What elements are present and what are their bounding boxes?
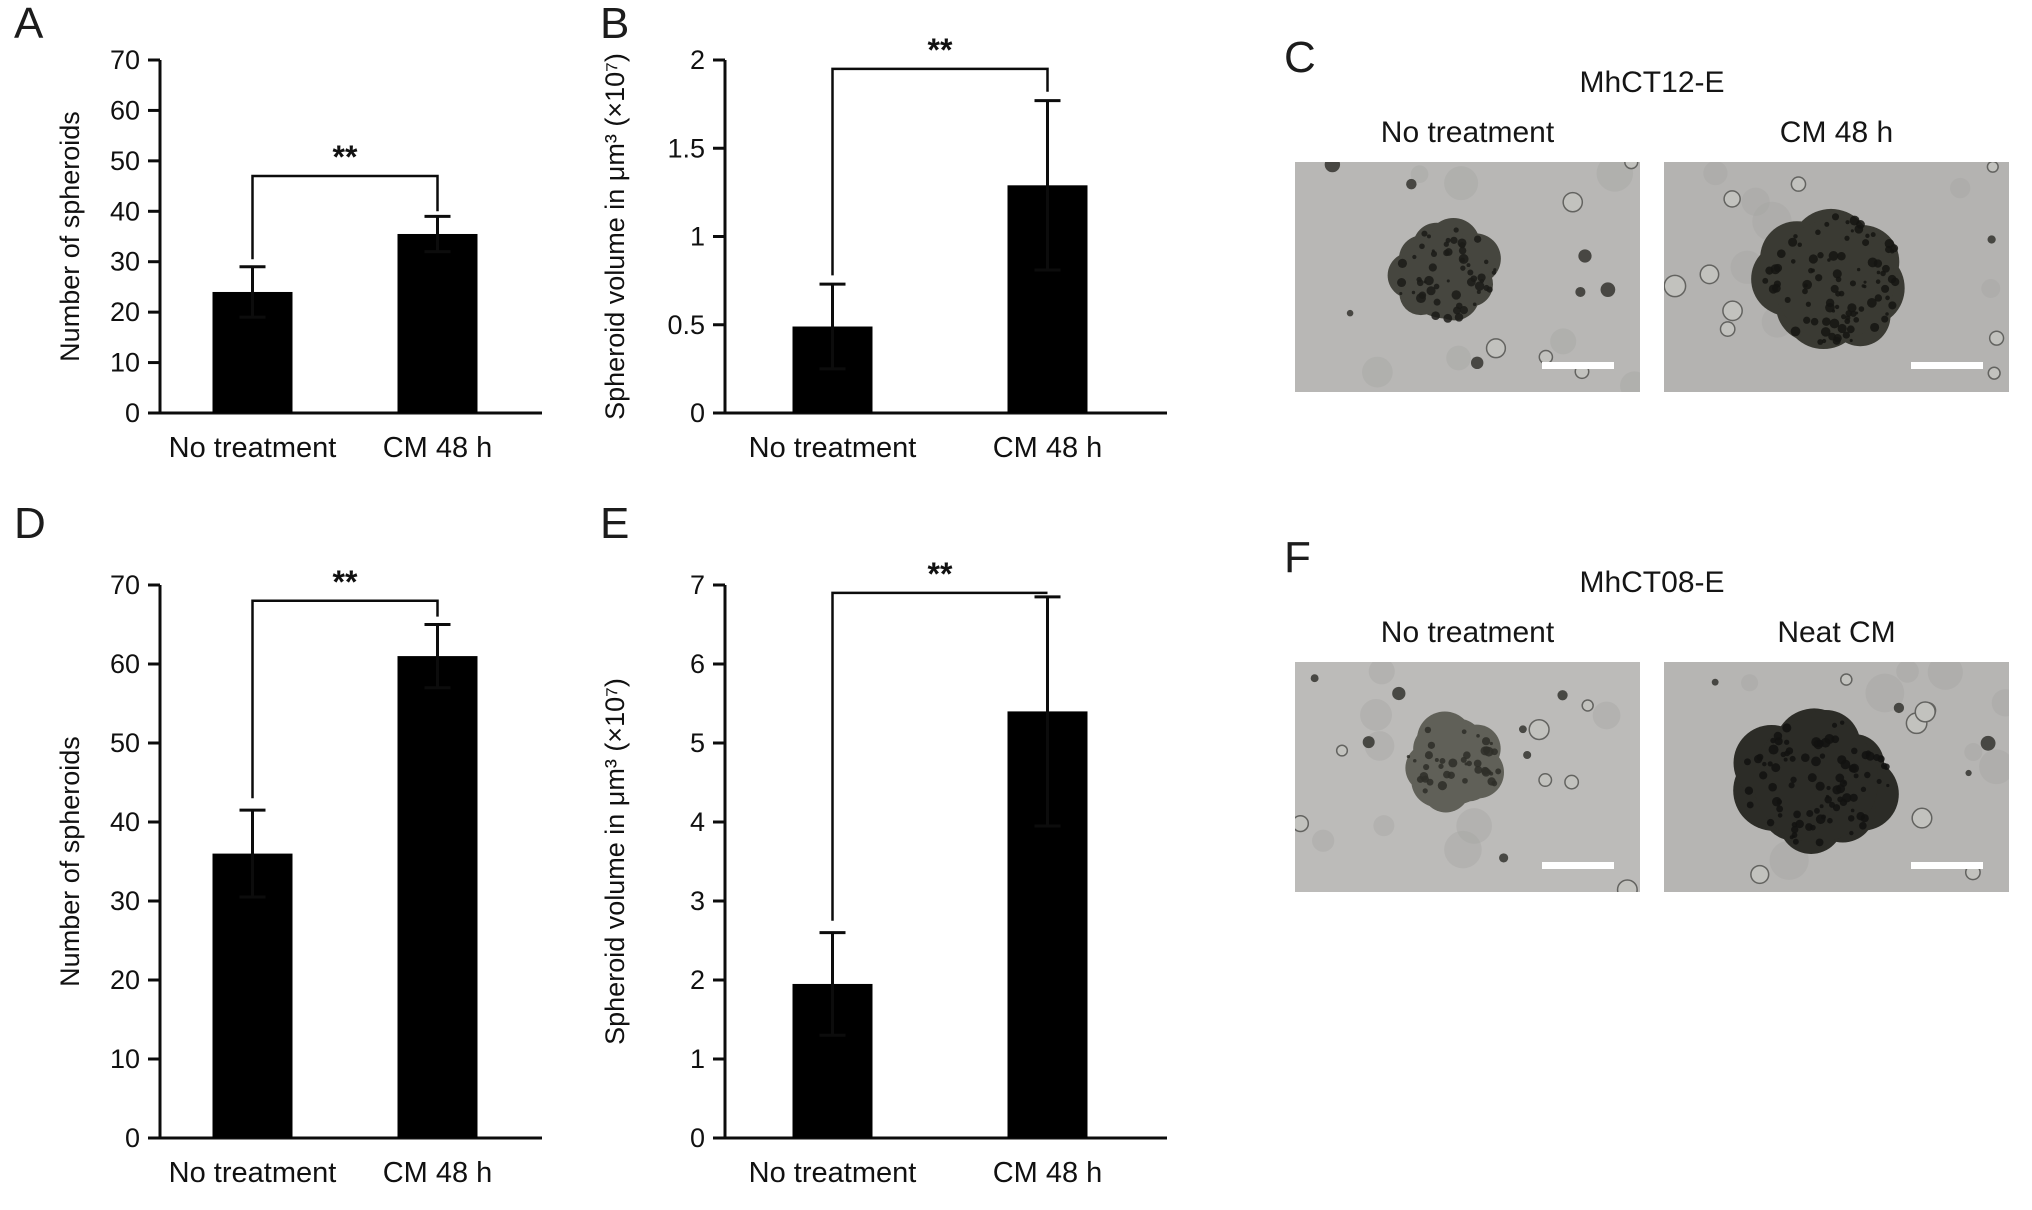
svg-text:CM 48 h: CM 48 h	[993, 432, 1103, 464]
micrograph-column: No treatment	[1295, 616, 1640, 892]
svg-text:1: 1	[690, 222, 705, 252]
svg-text:50: 50	[110, 728, 140, 758]
panel-label-d: D	[14, 499, 46, 548]
svg-text:30: 30	[110, 247, 140, 277]
svg-text:**: **	[333, 139, 358, 175]
svg-text:0: 0	[125, 1123, 140, 1153]
panel-f-title: MhCT08-E	[1579, 566, 1725, 599]
svg-text:50: 50	[110, 146, 140, 176]
panel-label-e: E	[600, 499, 630, 548]
panel-label-a: A	[14, 0, 44, 48]
svg-text:7: 7	[690, 570, 705, 600]
svg-text:3: 3	[690, 886, 705, 916]
svg-text:**: **	[333, 564, 358, 600]
panel-a-chart: 0 10 20 30 40 50 60 70 Number of spheroids No tre…	[55, 45, 542, 464]
svg-text:CM 48 h: CM 48 h	[383, 1157, 493, 1189]
svg-text:CM 48 h: CM 48 h	[383, 432, 493, 464]
svg-text:**: **	[928, 32, 953, 68]
svg-text:No treatment: No treatment	[169, 432, 337, 464]
svg-text:2: 2	[690, 45, 705, 75]
panel-b-chart: 0 0.5 1 1.5 2 Spheroid volume in μm³ (×10⁷) No…	[600, 32, 1167, 464]
svg-text:Number of spheroids: Number of spheroids	[55, 736, 85, 987]
micrograph-label: CM 48 h	[1779, 116, 1894, 149]
svg-text:40: 40	[110, 196, 140, 226]
micrograph-label: Neat CM	[1777, 616, 1896, 649]
micrograph-c-cm-48h	[1664, 162, 2009, 392]
svg-text:70: 70	[110, 570, 140, 600]
svg-text:Spheroid volume in μm³ (×10⁷): Spheroid volume in μm³ (×10⁷)	[600, 678, 630, 1045]
svg-text:4: 4	[690, 807, 705, 837]
panel-c: MhCT12-E No treatment CM 48 h	[1272, 36, 2032, 392]
svg-text:**: **	[928, 556, 953, 592]
svg-text:20: 20	[110, 297, 140, 327]
svg-text:60: 60	[110, 95, 140, 125]
svg-text:30: 30	[110, 886, 140, 916]
svg-text:1: 1	[690, 1044, 705, 1074]
micrograph-c-no-treatment	[1295, 162, 1640, 392]
panel-label-c: C	[1284, 33, 1316, 82]
svg-text:20: 20	[110, 965, 140, 995]
svg-text:60: 60	[110, 649, 140, 679]
svg-text:1.5: 1.5	[667, 133, 705, 163]
svg-text:70: 70	[110, 45, 140, 75]
svg-text:10: 10	[110, 1044, 140, 1074]
svg-text:40: 40	[110, 807, 140, 837]
micrograph-label: No treatment	[1380, 116, 1555, 149]
svg-text:2: 2	[690, 965, 705, 995]
micrograph-column: No treatment	[1295, 116, 1640, 392]
panel-c-title: MhCT12-E	[1579, 66, 1725, 99]
svg-text:CM 48 h: CM 48 h	[993, 1157, 1103, 1189]
svg-text:No treatment: No treatment	[749, 1157, 917, 1189]
panel-f-images: No treatment Neat CM	[1272, 616, 2032, 892]
micrograph-column: CM 48 h	[1664, 116, 2009, 392]
svg-text:10: 10	[110, 348, 140, 378]
micrograph-column: Neat CM	[1664, 616, 2009, 892]
micrograph-label: No treatment	[1380, 616, 1555, 649]
svg-text:0: 0	[690, 398, 705, 428]
svg-text:0: 0	[125, 398, 140, 428]
panel-d-chart: 0 10 20 30 40 50 60 70 Number of spheroids No tre…	[55, 564, 542, 1189]
svg-text:Spheroid volume in μm³ (×10⁷): Spheroid volume in μm³ (×10⁷)	[600, 53, 630, 420]
svg-text:No treatment: No treatment	[749, 432, 917, 464]
panel-f: MhCT08-E No treatment Neat CM	[1272, 536, 2032, 892]
svg-text:0.5: 0.5	[667, 310, 705, 340]
svg-text:Number of spheroids: Number of spheroids	[55, 111, 85, 362]
svg-text:No treatment: No treatment	[169, 1157, 337, 1189]
svg-text:0: 0	[690, 1123, 705, 1153]
micrograph-f-no-treatment	[1295, 662, 1640, 892]
panel-label-f: F	[1284, 533, 1311, 582]
panel-label-b: B	[600, 0, 630, 48]
svg-text:5: 5	[690, 728, 705, 758]
micrograph-f-neat-cm	[1664, 662, 2009, 892]
panel-e-chart: 0 1 2 3 4 5 6 7 Spheroid volume in μm³ (×10⁷) No …	[600, 556, 1167, 1189]
svg-text:6: 6	[690, 649, 705, 679]
panel-c-images: No treatment CM 48 h	[1272, 116, 2032, 392]
